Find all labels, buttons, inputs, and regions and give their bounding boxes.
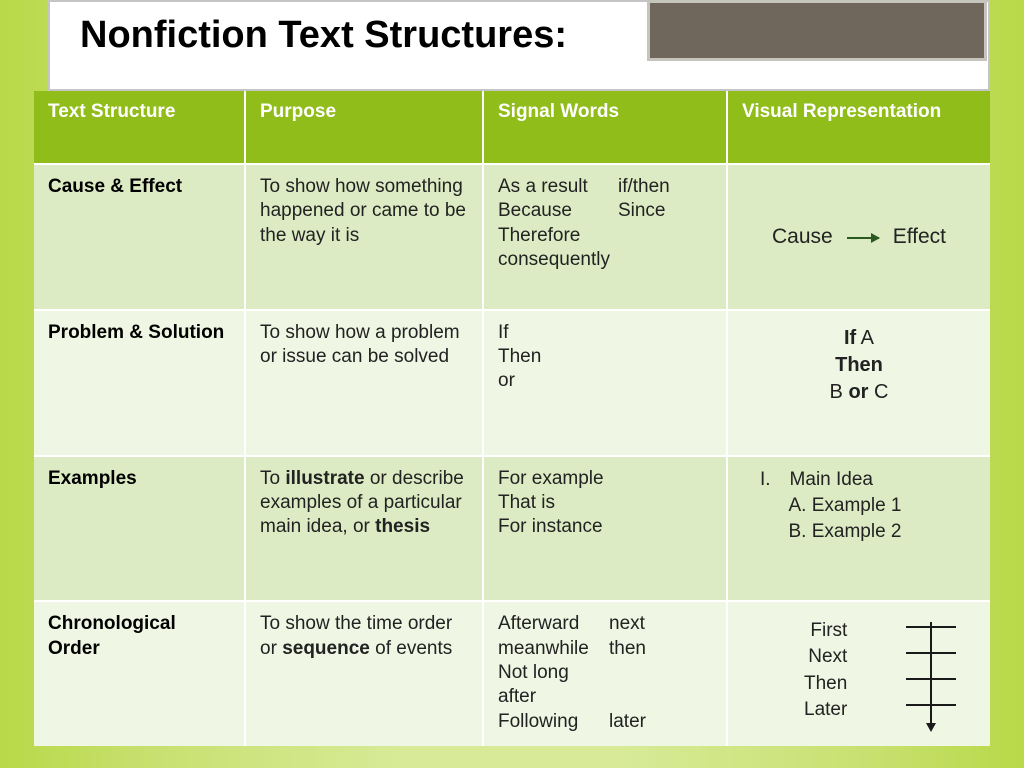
- cell-purpose: To show the time order or sequence of ev…: [246, 600, 484, 746]
- col-header-purpose: Purpose: [246, 91, 484, 163]
- cell-purpose: To illustrate or describe examples of a …: [246, 455, 484, 601]
- cell-signal: As a resultif/thenBecauseSinceThereforec…: [484, 163, 728, 309]
- table-row: Cause & Effect To show how something hap…: [34, 163, 990, 309]
- visual-cause-effect: Cause Effect: [742, 175, 976, 301]
- cell-signal: For exampleThat isFor instance: [484, 455, 728, 601]
- cell-purpose: To show how something happened or came t…: [246, 163, 484, 309]
- cell-structure: Cause & Effect: [34, 163, 246, 309]
- cell-structure: Problem & Solution: [34, 309, 246, 455]
- cell-structure: Examples: [34, 455, 246, 601]
- col-header-visual: Visual Representation: [728, 91, 990, 163]
- decorative-brown-box: [647, 0, 987, 61]
- cell-signal: AfterwardnextmeanwhilethenNot long after…: [484, 600, 728, 746]
- cause-label: Cause: [772, 224, 833, 251]
- timeline-tick: [906, 652, 956, 654]
- effect-label: Effect: [893, 224, 946, 251]
- timeline-spine: [930, 622, 932, 724]
- visual-outline: I. Main Idea A. Example 1 B. Example 2: [742, 467, 976, 546]
- cell-visual: I. Main Idea A. Example 1 B. Example 2: [728, 455, 990, 601]
- visual-if-then: If AThenB or C: [742, 321, 976, 406]
- visual-timeline: FirstNextThenLater: [742, 612, 976, 738]
- signal-grid: As a resultif/thenBecauseSinceThereforec…: [498, 175, 712, 272]
- cell-purpose: To show how a problem or issue can be so…: [246, 309, 484, 455]
- timeline-tick: [906, 678, 956, 680]
- arrow-right-icon: [847, 237, 879, 239]
- col-header-signal: Signal Words: [484, 91, 728, 163]
- timeline-tick: [906, 704, 956, 706]
- cell-signal: IfThenor: [484, 309, 728, 455]
- timeline-icon: [902, 622, 962, 734]
- signal-grid: AfterwardnextmeanwhilethenNot long after…: [498, 612, 712, 734]
- col-header-structure: Text Structure: [34, 91, 246, 163]
- table-row: Examples To illustrate or describe examp…: [34, 455, 990, 601]
- timeline-tick: [906, 626, 956, 628]
- cell-visual: FirstNextThenLater: [728, 600, 990, 746]
- timeline-labels: FirstNextThenLater: [804, 618, 847, 723]
- table-header-row: Text Structure Purpose Signal Words Visu…: [34, 91, 990, 163]
- cell-visual: Cause Effect: [728, 163, 990, 309]
- table-row: Chronological Order To show the time ord…: [34, 600, 990, 746]
- table-row: Problem & Solution To show how a problem…: [34, 309, 990, 455]
- structures-table: Text Structure Purpose Signal Words Visu…: [34, 91, 990, 746]
- cell-structure: Chronological Order: [34, 600, 246, 746]
- page-title: Nonfiction Text Structures:: [80, 14, 567, 57]
- cell-visual: If AThenB or C: [728, 309, 990, 455]
